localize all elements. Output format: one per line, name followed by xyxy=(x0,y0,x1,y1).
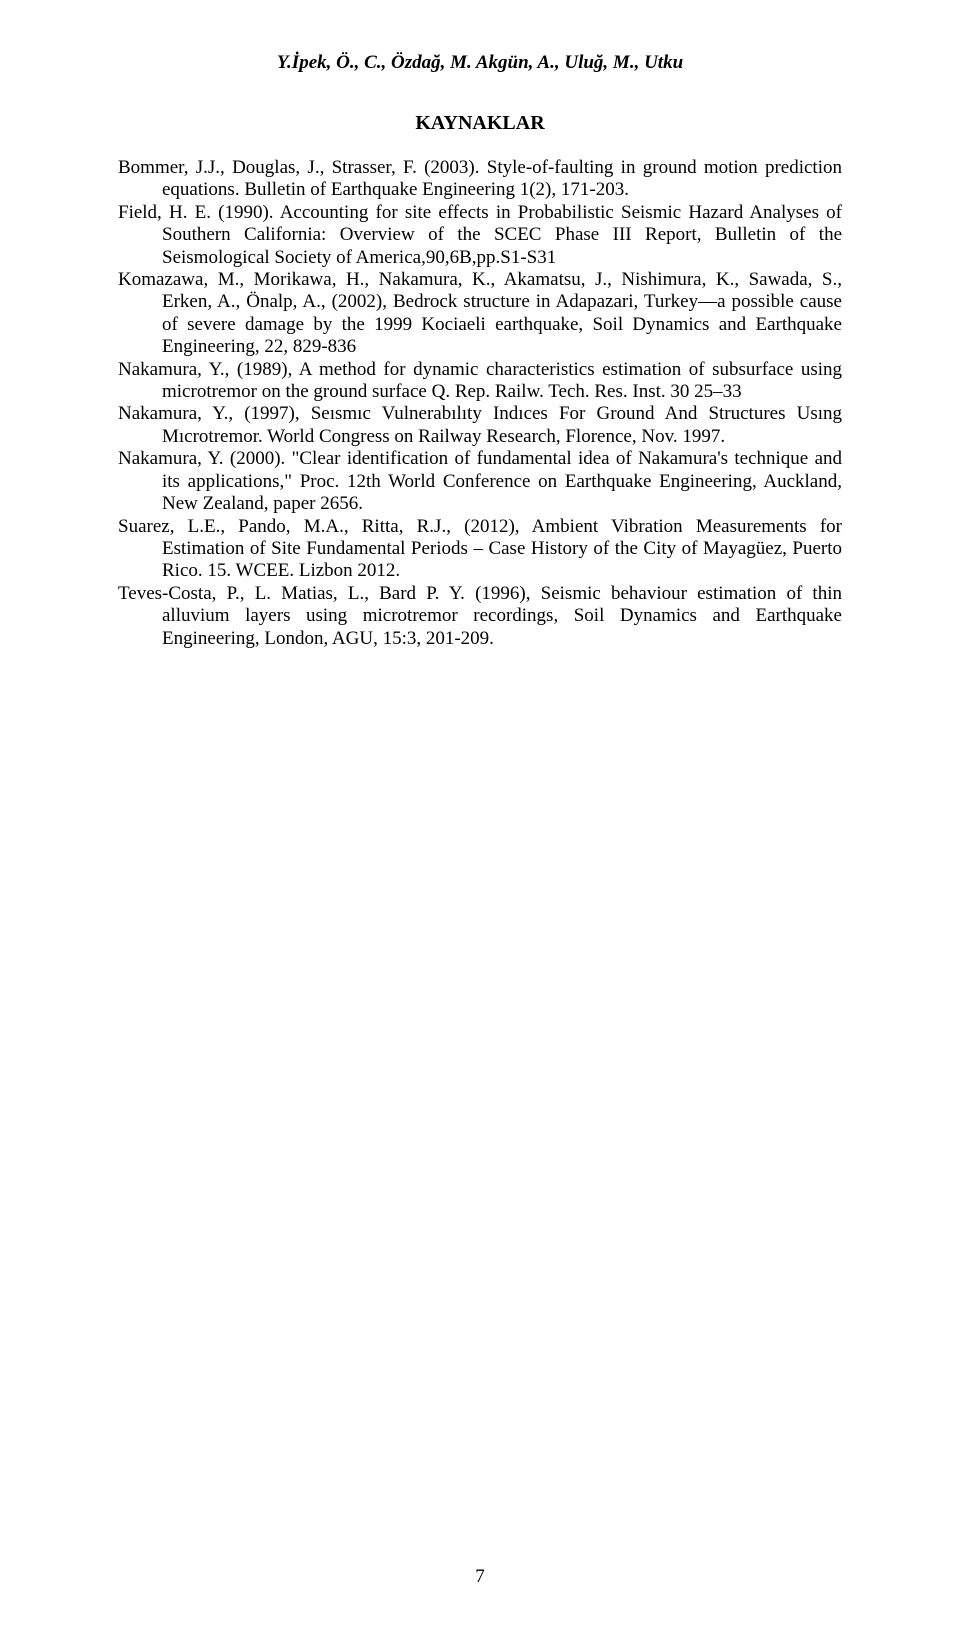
running-head: Y.İpek, Ö., C., Özdağ, M. Akgün, A., Ulu… xyxy=(118,52,842,74)
page-number: 7 xyxy=(0,1566,960,1588)
references-block: Bommer, J.J., Douglas, J., Strasser, F. … xyxy=(118,157,842,650)
reference-item: Nakamura, Y. (2000). "Clear identificati… xyxy=(118,448,842,515)
reference-item: Nakamura, Y., (1997), Seısmıc Vulnerabıl… xyxy=(118,403,842,448)
reference-item: Komazawa, M., Morikawa, H., Nakamura, K.… xyxy=(118,269,842,359)
page-container: Y.İpek, Ö., C., Özdağ, M. Akgün, A., Ulu… xyxy=(0,0,960,1636)
reference-item: Field, H. E. (1990). Accounting for site… xyxy=(118,202,842,269)
reference-item: Suarez, L.E., Pando, M.A., Ritta, R.J., … xyxy=(118,516,842,583)
reference-item: Teves-Costa, P., L. Matias, L., Bard P. … xyxy=(118,583,842,650)
section-title-references: KAYNAKLAR xyxy=(118,112,842,135)
reference-item: Nakamura, Y., (1989), A method for dynam… xyxy=(118,359,842,404)
reference-item: Bommer, J.J., Douglas, J., Strasser, F. … xyxy=(118,157,842,202)
